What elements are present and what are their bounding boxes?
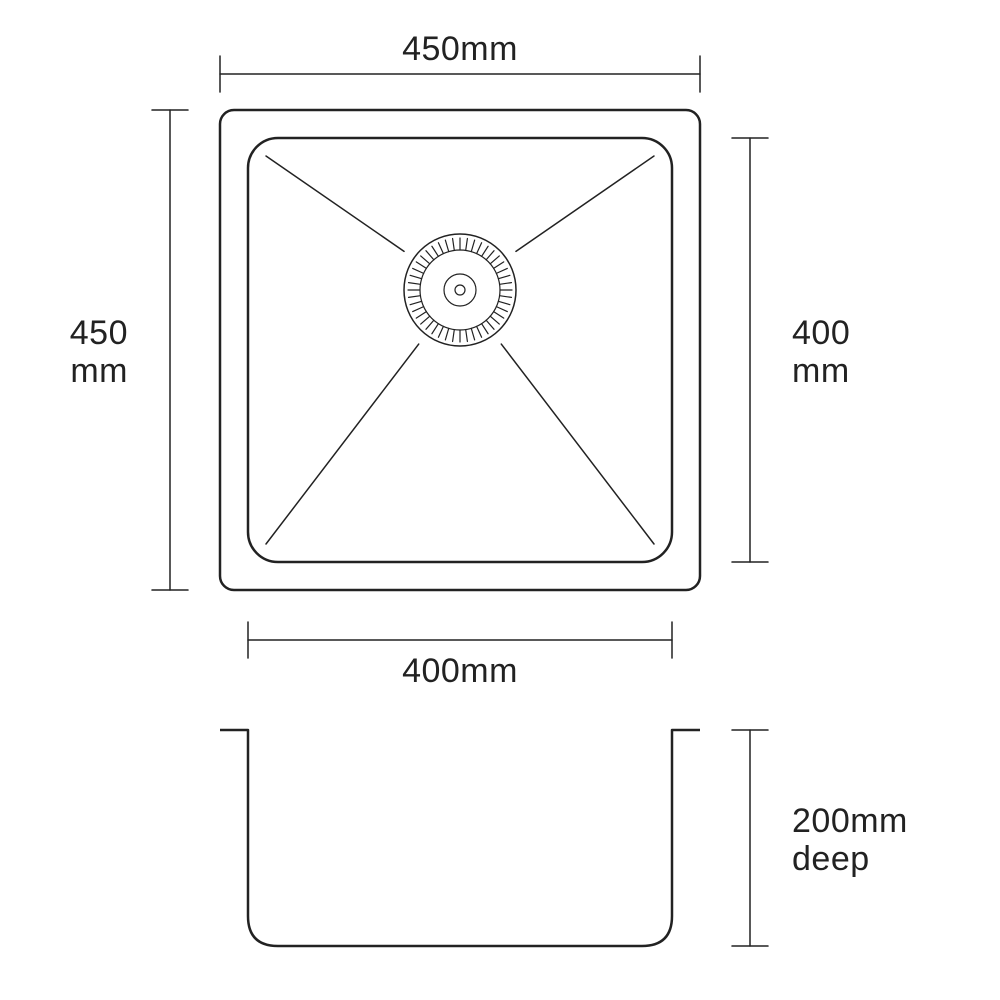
dim-left-height-unit: mm bbox=[70, 352, 128, 390]
dim-depth-unit: deep bbox=[792, 840, 870, 878]
dim-top-width: 450mm bbox=[402, 30, 518, 68]
dim-inner-width: 400mm bbox=[402, 652, 518, 690]
drain-strainer bbox=[408, 238, 512, 342]
dim-right-inner: 400 bbox=[792, 314, 850, 352]
dim-left-height: 450 bbox=[70, 314, 128, 352]
sink-technical-drawing: 450mm450mm400mm400mm200mmdeep bbox=[0, 0, 1000, 1000]
side-profile bbox=[220, 730, 700, 946]
dim-depth: 200mm bbox=[792, 802, 908, 840]
dim-right-inner-unit: mm bbox=[792, 352, 850, 390]
